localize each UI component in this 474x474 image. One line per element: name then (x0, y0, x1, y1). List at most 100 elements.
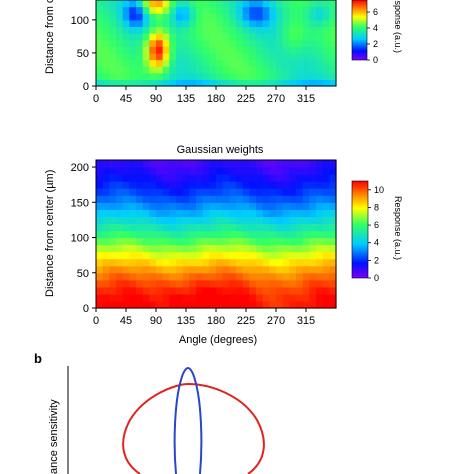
heatmap-cell (229, 181, 237, 189)
heatmap-cell (222, 46, 230, 54)
heatmap-cell (262, 244, 270, 253)
heatmap-cell (242, 230, 250, 239)
heatmap-cell (142, 66, 150, 74)
heatmap-cell (282, 286, 290, 295)
heatmap-cell (262, 300, 270, 309)
heatmap-cell (182, 293, 190, 302)
heatmap-cell (96, 272, 104, 281)
heatmap-cell (222, 251, 230, 260)
heatmap-cell (169, 160, 177, 168)
gaussian-heatmap: Gaussian weights 0 45 90 135 180 225 270 315 0 50… (44, 144, 403, 346)
heatmap-cell (109, 181, 117, 189)
heatmap-cell (296, 279, 304, 288)
heatmap-cell (242, 33, 250, 41)
heatmap-cell (182, 46, 190, 54)
heatmap-cell (149, 174, 157, 182)
heatmap-cell (236, 167, 244, 175)
heatmap-cell (262, 272, 270, 281)
heatmap-cell (149, 251, 157, 260)
heatmap-cell (249, 46, 257, 54)
heatmap-cell (276, 216, 284, 225)
heatmap-cell (289, 251, 297, 260)
heatmap-cell (156, 258, 164, 267)
heatmap-cell (156, 244, 164, 253)
heatmap-cell (216, 279, 224, 288)
heatmap-cell (149, 181, 157, 189)
heatmap-cell (229, 258, 237, 267)
heatmap-cell (136, 195, 144, 203)
heatmap-cell (162, 174, 170, 182)
heatmap-cell (209, 251, 217, 260)
heatmap-cell (289, 46, 297, 54)
heatmap-cell (136, 46, 144, 54)
heatmap-cell (236, 0, 244, 8)
heatmap-cell (176, 26, 184, 34)
heatmap-cell (176, 272, 184, 281)
heatmap-cell (222, 6, 230, 14)
heatmap-cell (182, 6, 190, 14)
heatmap-cell (149, 79, 157, 87)
heatmap-cell (309, 244, 317, 253)
heatmap-cell (249, 195, 257, 203)
heatmap-cell (236, 230, 244, 239)
heatmap-cell (289, 33, 297, 41)
heatmap-cell (282, 258, 290, 267)
heatmap-cell (282, 230, 290, 239)
heatmap-cell (169, 258, 177, 267)
colorbar-tick-label: 8 (374, 202, 379, 212)
heatmap-cell (256, 181, 264, 189)
heatmap-cell (202, 72, 210, 80)
heatmap-cell (316, 279, 324, 288)
heatmap-cell (169, 265, 177, 274)
heatmap-cell (122, 13, 130, 21)
heatmap-cell (282, 46, 290, 54)
heatmap-cell (242, 181, 250, 189)
heatmap-cell (322, 258, 330, 267)
heatmap-cell (309, 258, 317, 267)
heatmap-cell (189, 293, 197, 302)
heatmap-cell (122, 279, 130, 288)
heatmap-cell (269, 13, 277, 21)
heatmap-cell (102, 174, 110, 182)
heatmap-cell (122, 0, 130, 8)
heatmap-cell (296, 181, 304, 189)
heatmap-cell (316, 26, 324, 34)
heatmap-cell (102, 160, 110, 168)
heatmap-cell (262, 19, 270, 28)
heatmap-cell (129, 230, 137, 239)
sensitivity-curve-red (122, 382, 265, 474)
heatmap-cell (249, 79, 257, 87)
heatmap-cell (162, 59, 170, 67)
heatmap-cell (209, 13, 217, 21)
heatmap-cell (209, 167, 217, 175)
heatmap-cell (329, 0, 337, 8)
heatmap-cell (269, 188, 277, 196)
heatmap-cell (289, 265, 297, 274)
heatmap-cell (122, 174, 130, 182)
heatmap-cell (109, 39, 117, 47)
heatmap-cell (209, 46, 217, 54)
heatmap-cell (242, 6, 250, 14)
gaussian-heatmap-axes: 0 45 90 135 180 225 270 315 0 50 100 150 200 (71, 162, 316, 327)
heatmap-cell (136, 230, 144, 239)
heatmap-cell (209, 0, 217, 8)
heatmap-cell (276, 244, 284, 253)
heatmap-cell (242, 251, 250, 260)
heatmap-cell (316, 13, 324, 21)
heatmap-cell (149, 300, 157, 309)
heatmap-cell (142, 244, 150, 253)
panel-b-ylabel: ance sensitivity (48, 399, 60, 474)
heatmap-cell (322, 19, 330, 28)
heatmap-cell (102, 237, 110, 246)
heatmap-cell (329, 72, 337, 80)
heatmap-cell (229, 59, 237, 67)
heatmap-cell (262, 293, 270, 302)
heatmap-cell (289, 72, 297, 80)
panel-b-label: b (34, 351, 42, 366)
heatmap-cell (302, 59, 310, 67)
heatmap-cell (296, 237, 304, 246)
heatmap-cell (136, 300, 144, 309)
heatmap-cell (209, 59, 217, 67)
heatmap-cell (282, 174, 290, 182)
heatmap-cell (236, 59, 244, 67)
